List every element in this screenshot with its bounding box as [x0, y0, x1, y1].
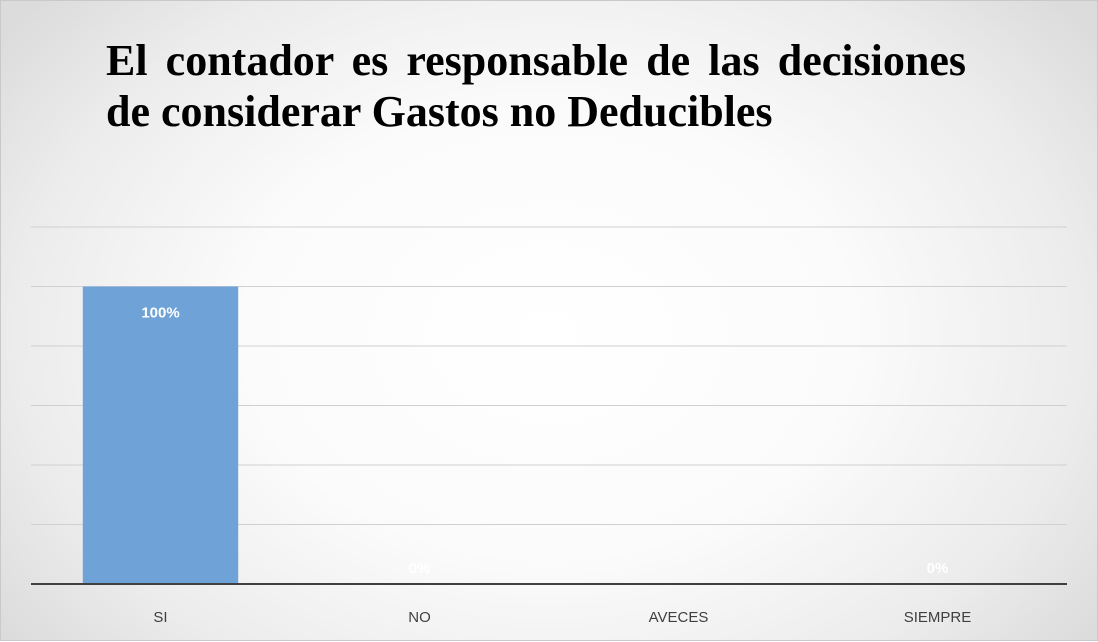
x-tick-label-si: SI [153, 609, 167, 626]
data-label-si: 100% [141, 305, 179, 322]
x-tick-label-aveces: AVECES [649, 609, 709, 626]
chart-title: El contador es responsable de las decisi… [106, 36, 966, 136]
x-tick-label-no: NO [408, 609, 431, 626]
x-tick-label-siempre: SIEMPRE [904, 609, 972, 626]
data-label-siempre: 0% [927, 560, 949, 577]
bar-si [82, 286, 239, 584]
data-label-no: 0% [409, 560, 431, 577]
